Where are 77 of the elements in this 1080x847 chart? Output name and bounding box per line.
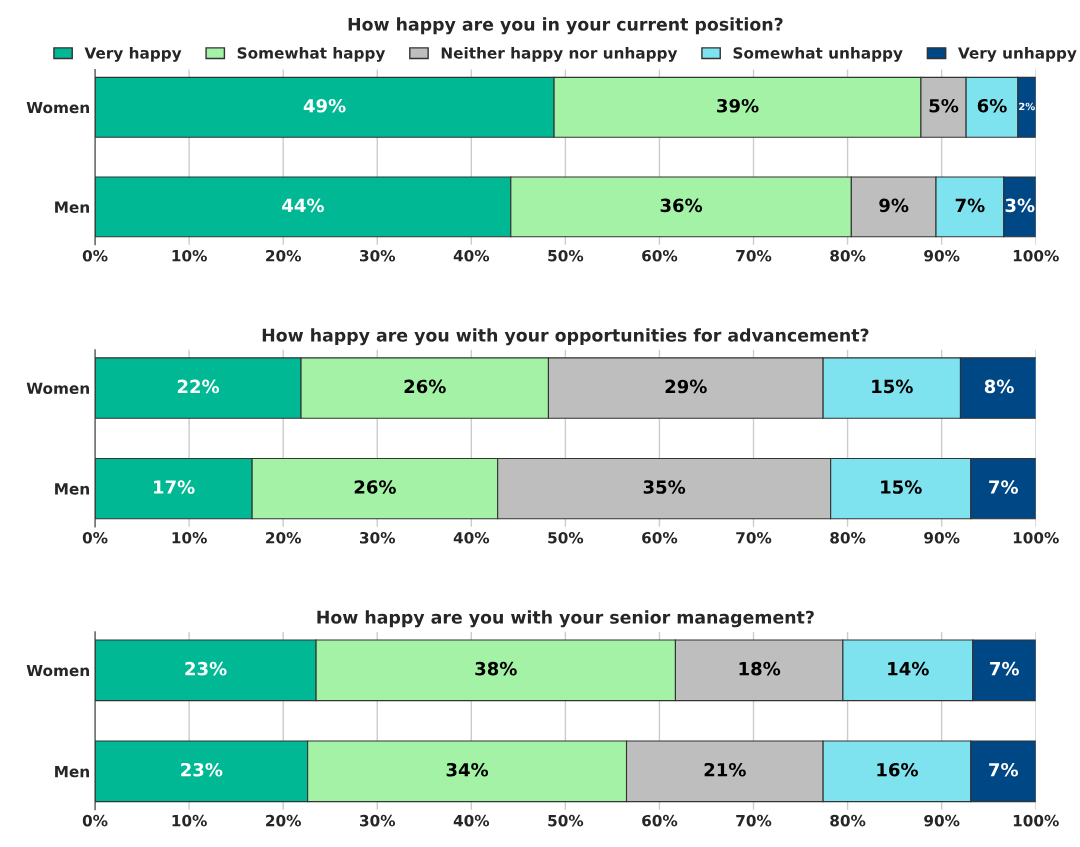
x-tick-label: 20% <box>266 531 301 544</box>
data-label: 3% <box>1005 198 1035 213</box>
y-tick-label: Men <box>55 201 89 213</box>
x-tick-label: 80% <box>830 531 866 544</box>
x-tick-label: 100% <box>1013 814 1059 827</box>
x-tick-label: 20% <box>266 814 301 827</box>
x-tick-label: 40% <box>453 249 490 262</box>
x-tick-label: 0% <box>82 249 108 262</box>
x-tick-label: 80% <box>830 814 866 827</box>
x-tick-label: 90% <box>924 531 960 544</box>
x-tick-label: 100% <box>1013 531 1059 544</box>
x-tick-label: 10% <box>172 531 207 544</box>
legend-label: Neither happy nor unhappy <box>441 46 678 62</box>
y-tick-label: Women <box>26 101 89 114</box>
x-tick-label: 50% <box>548 814 584 827</box>
chart-title: How happy are you with your opportunities for advancement? <box>262 328 869 346</box>
x-tick-label: 0% <box>82 531 108 544</box>
data-label: 23% <box>185 661 227 676</box>
data-label: 6% <box>977 98 1007 113</box>
x-tick-label: 90% <box>924 814 960 827</box>
x-tick-label: 30% <box>359 814 396 827</box>
data-label: 15% <box>881 480 922 494</box>
data-label: 17% <box>154 480 195 494</box>
x-tick-label: 10% <box>172 249 207 262</box>
x-tick-label: 60% <box>642 249 678 262</box>
data-label: 7% <box>990 661 1019 676</box>
legend-label: Very happy <box>84 46 182 62</box>
x-tick-label: 0% <box>82 814 108 827</box>
y-tick-label: Men <box>55 765 89 778</box>
x-tick-label: 100% <box>1013 249 1059 262</box>
legend-label: Very unhappy <box>958 46 1077 62</box>
y-tick-label: Men <box>55 483 89 495</box>
legend-label: Somewhat unhappy <box>733 46 903 62</box>
data-label: 36% <box>660 198 703 213</box>
data-label: 38% <box>475 661 517 676</box>
data-label: 39% <box>717 98 759 113</box>
x-tick-label: 50% <box>548 249 584 262</box>
data-label: 15% <box>872 379 913 394</box>
data-label: 44% <box>282 198 324 213</box>
x-tick-label: 80% <box>830 249 866 262</box>
y-tick-label: Women <box>26 664 89 677</box>
data-label: 35% <box>643 480 686 494</box>
data-label: 26% <box>404 379 446 394</box>
data-label: 34% <box>446 762 489 777</box>
x-tick-label: 70% <box>736 531 772 544</box>
data-label: 26% <box>354 480 396 494</box>
x-tick-label: 30% <box>359 249 396 262</box>
data-label: 29% <box>665 379 707 394</box>
data-label: 23% <box>181 762 223 777</box>
x-tick-label: 60% <box>642 531 678 544</box>
data-label: 7% <box>989 762 1019 777</box>
x-tick-label: 40% <box>453 814 490 827</box>
x-tick-label: 40% <box>453 531 490 544</box>
x-tick-label: 70% <box>736 814 772 827</box>
data-label: 21% <box>704 762 746 777</box>
data-label: 22% <box>177 379 220 394</box>
data-label: 7% <box>989 480 1019 494</box>
x-tick-label: 70% <box>736 249 772 262</box>
x-tick-label: 10% <box>172 814 207 827</box>
data-label: 14% <box>888 661 929 676</box>
chart-title: How happy are you with your senior management? <box>317 610 814 628</box>
x-tick-label: 30% <box>359 531 396 544</box>
y-tick-label: Women <box>26 382 89 395</box>
data-label: 8% <box>984 379 1014 394</box>
data-label: 5% <box>929 98 959 113</box>
legend-label: Somewhat happy <box>237 46 386 62</box>
x-tick-label: 50% <box>548 531 584 544</box>
x-tick-label: 20% <box>266 249 301 262</box>
x-tick-label: 90% <box>924 249 960 262</box>
data-label: 49% <box>303 98 346 113</box>
chart-title: How happy are you in your current position? <box>348 17 783 35</box>
data-label: 18% <box>739 661 781 676</box>
data-label: 2% <box>1019 102 1035 111</box>
x-tick-label: 60% <box>642 814 678 827</box>
data-label: 7% <box>955 198 985 213</box>
data-label: 16% <box>877 762 918 777</box>
data-label: 9% <box>879 198 909 213</box>
